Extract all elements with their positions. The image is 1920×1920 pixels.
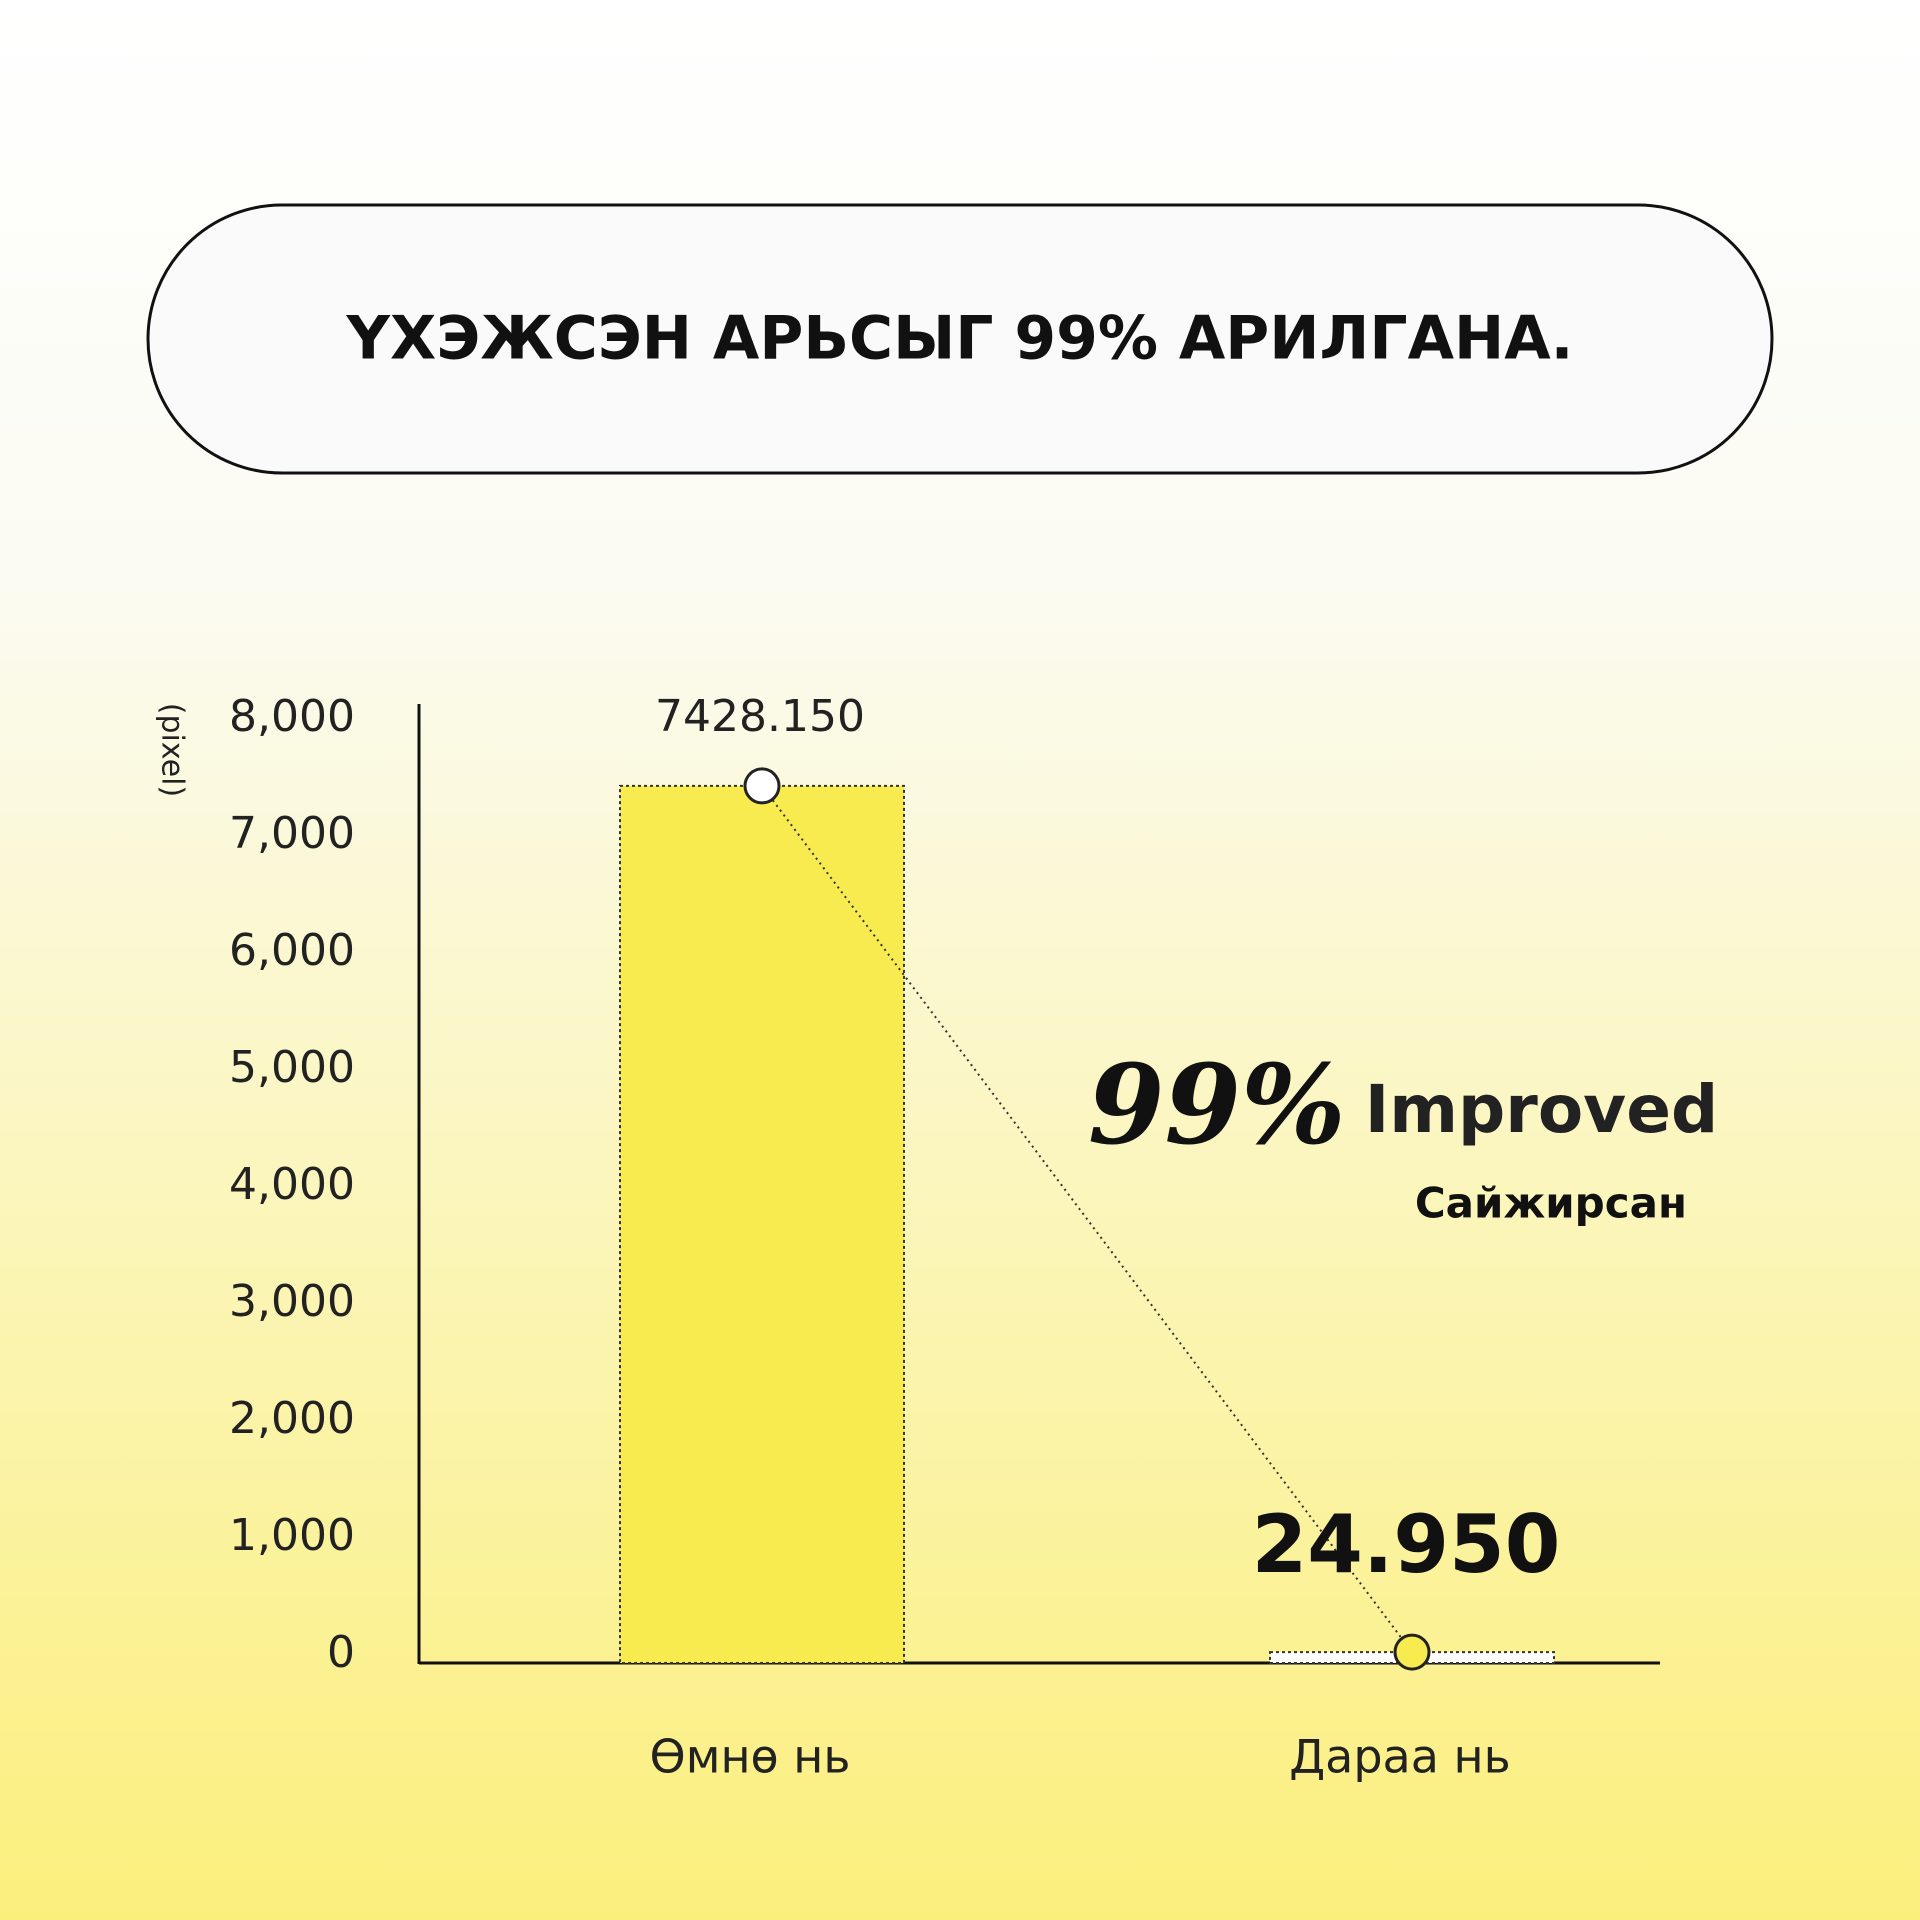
x-tick-label: Дараа нь	[1289, 1730, 1511, 1784]
connector	[761, 785, 1413, 1653]
point	[743, 767, 781, 805]
annotation-main: 99%	[1088, 1040, 1346, 1169]
point	[1393, 1633, 1431, 1671]
y-tick-label: 2,000	[229, 1393, 355, 1444]
value-label: 7428.150	[655, 691, 865, 742]
annotation-suffix: Improved	[1365, 1071, 1719, 1148]
y-axis-label: (pixel)	[155, 703, 190, 797]
bar	[619, 784, 905, 1664]
y-tick-label: 3,000	[229, 1276, 355, 1327]
y-tick-label: 6,000	[229, 925, 355, 976]
y-tick-label: 8,000	[229, 691, 355, 742]
title-pill	[146, 203, 1774, 475]
chart-title: ҮХЭЖСЭН АРЬСЫГ 99% АРИЛГАНА.	[346, 304, 1574, 374]
y-tick-label: 5,000	[229, 1042, 355, 1093]
y-tick-label: 0	[327, 1627, 355, 1678]
y-tick-label: 1,000	[229, 1510, 355, 1561]
annotation-sub: Сайжирсан	[1415, 1179, 1687, 1228]
y-tick-label: 7,000	[229, 808, 355, 859]
y-tick-label: 4,000	[229, 1159, 355, 1210]
value-label: 24.950	[1252, 1498, 1561, 1591]
x-tick-label: Өмнө нь	[650, 1730, 851, 1784]
annotation: 99% Improved	[1088, 1040, 1718, 1169]
